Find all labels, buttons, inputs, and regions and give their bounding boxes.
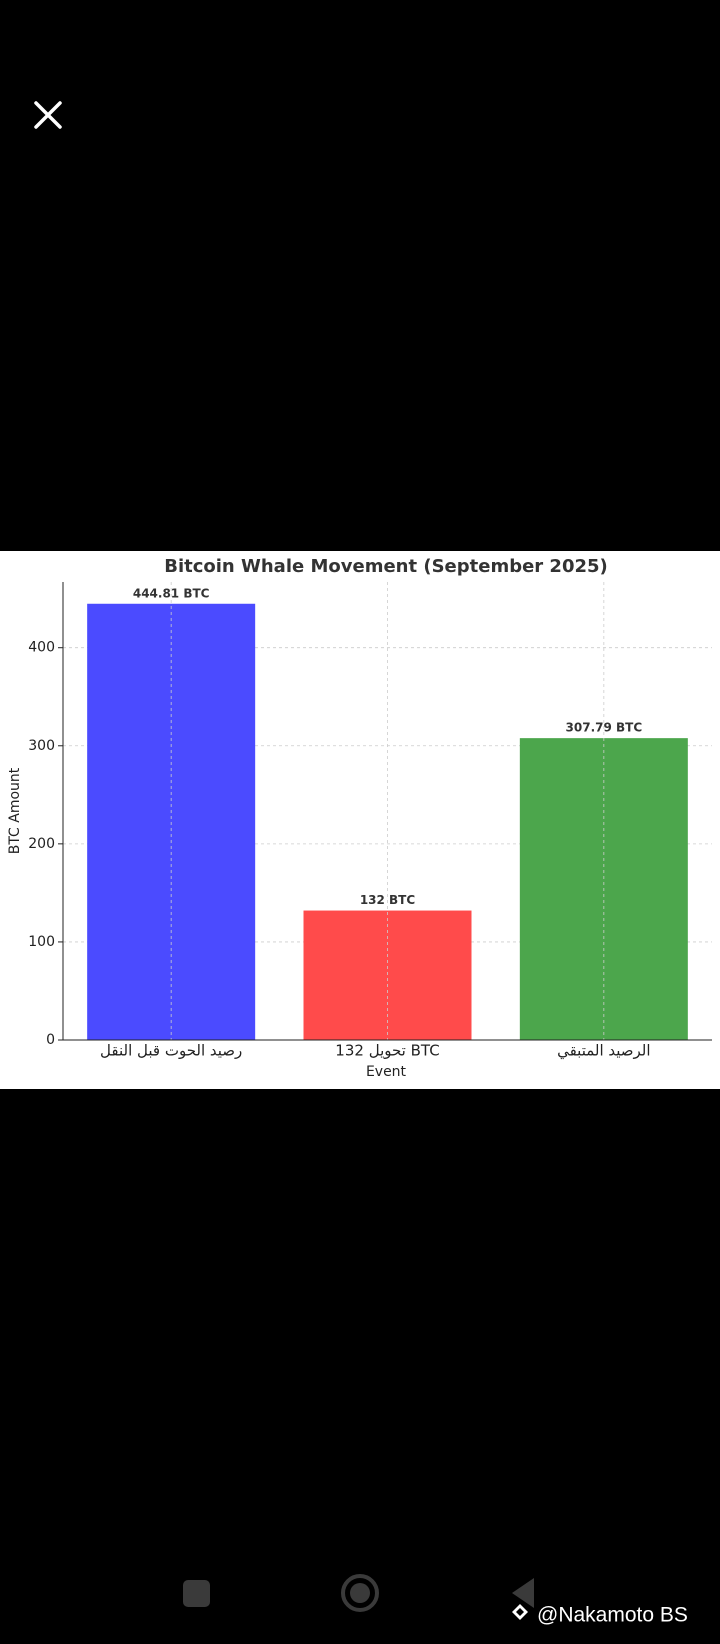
home-dot <box>350 1583 370 1603</box>
watermark-logo <box>512 1604 528 1620</box>
plot: 0 100 200 300 400 444.81 BTC رصيد الحوت قبل ال… <box>28 582 712 1061</box>
y-tick-label: 300 <box>28 738 55 754</box>
chart-title: Bitcoin Whale Movement (September 2025) <box>164 556 608 577</box>
x-tick-label: رصيد الحوت قبل النقل <box>100 1042 242 1060</box>
close-stroke <box>34 101 62 129</box>
home-button[interactable] <box>341 1574 379 1612</box>
watermark: @Nakamoto BS <box>537 1604 688 1627</box>
back-button[interactable] <box>512 1578 534 1608</box>
y-axis-label: BTC Amount <box>7 767 23 854</box>
recents-button[interactable] <box>183 1580 210 1607</box>
x-axis-label: Event <box>366 1064 407 1080</box>
x-tick-label: الرصيد المتبقي <box>557 1042 650 1061</box>
close-button[interactable] <box>34 101 62 129</box>
value-label: 444.81 BTC <box>133 586 210 600</box>
nav-bar <box>183 1574 534 1612</box>
y-tick-label: 200 <box>28 836 55 852</box>
y-tick-label: 400 <box>28 640 55 656</box>
x-tick-label: تحويل 132 BTC <box>335 1042 439 1060</box>
y-tick-label: 100 <box>28 934 55 950</box>
y-tick-label: 0 <box>46 1032 55 1048</box>
